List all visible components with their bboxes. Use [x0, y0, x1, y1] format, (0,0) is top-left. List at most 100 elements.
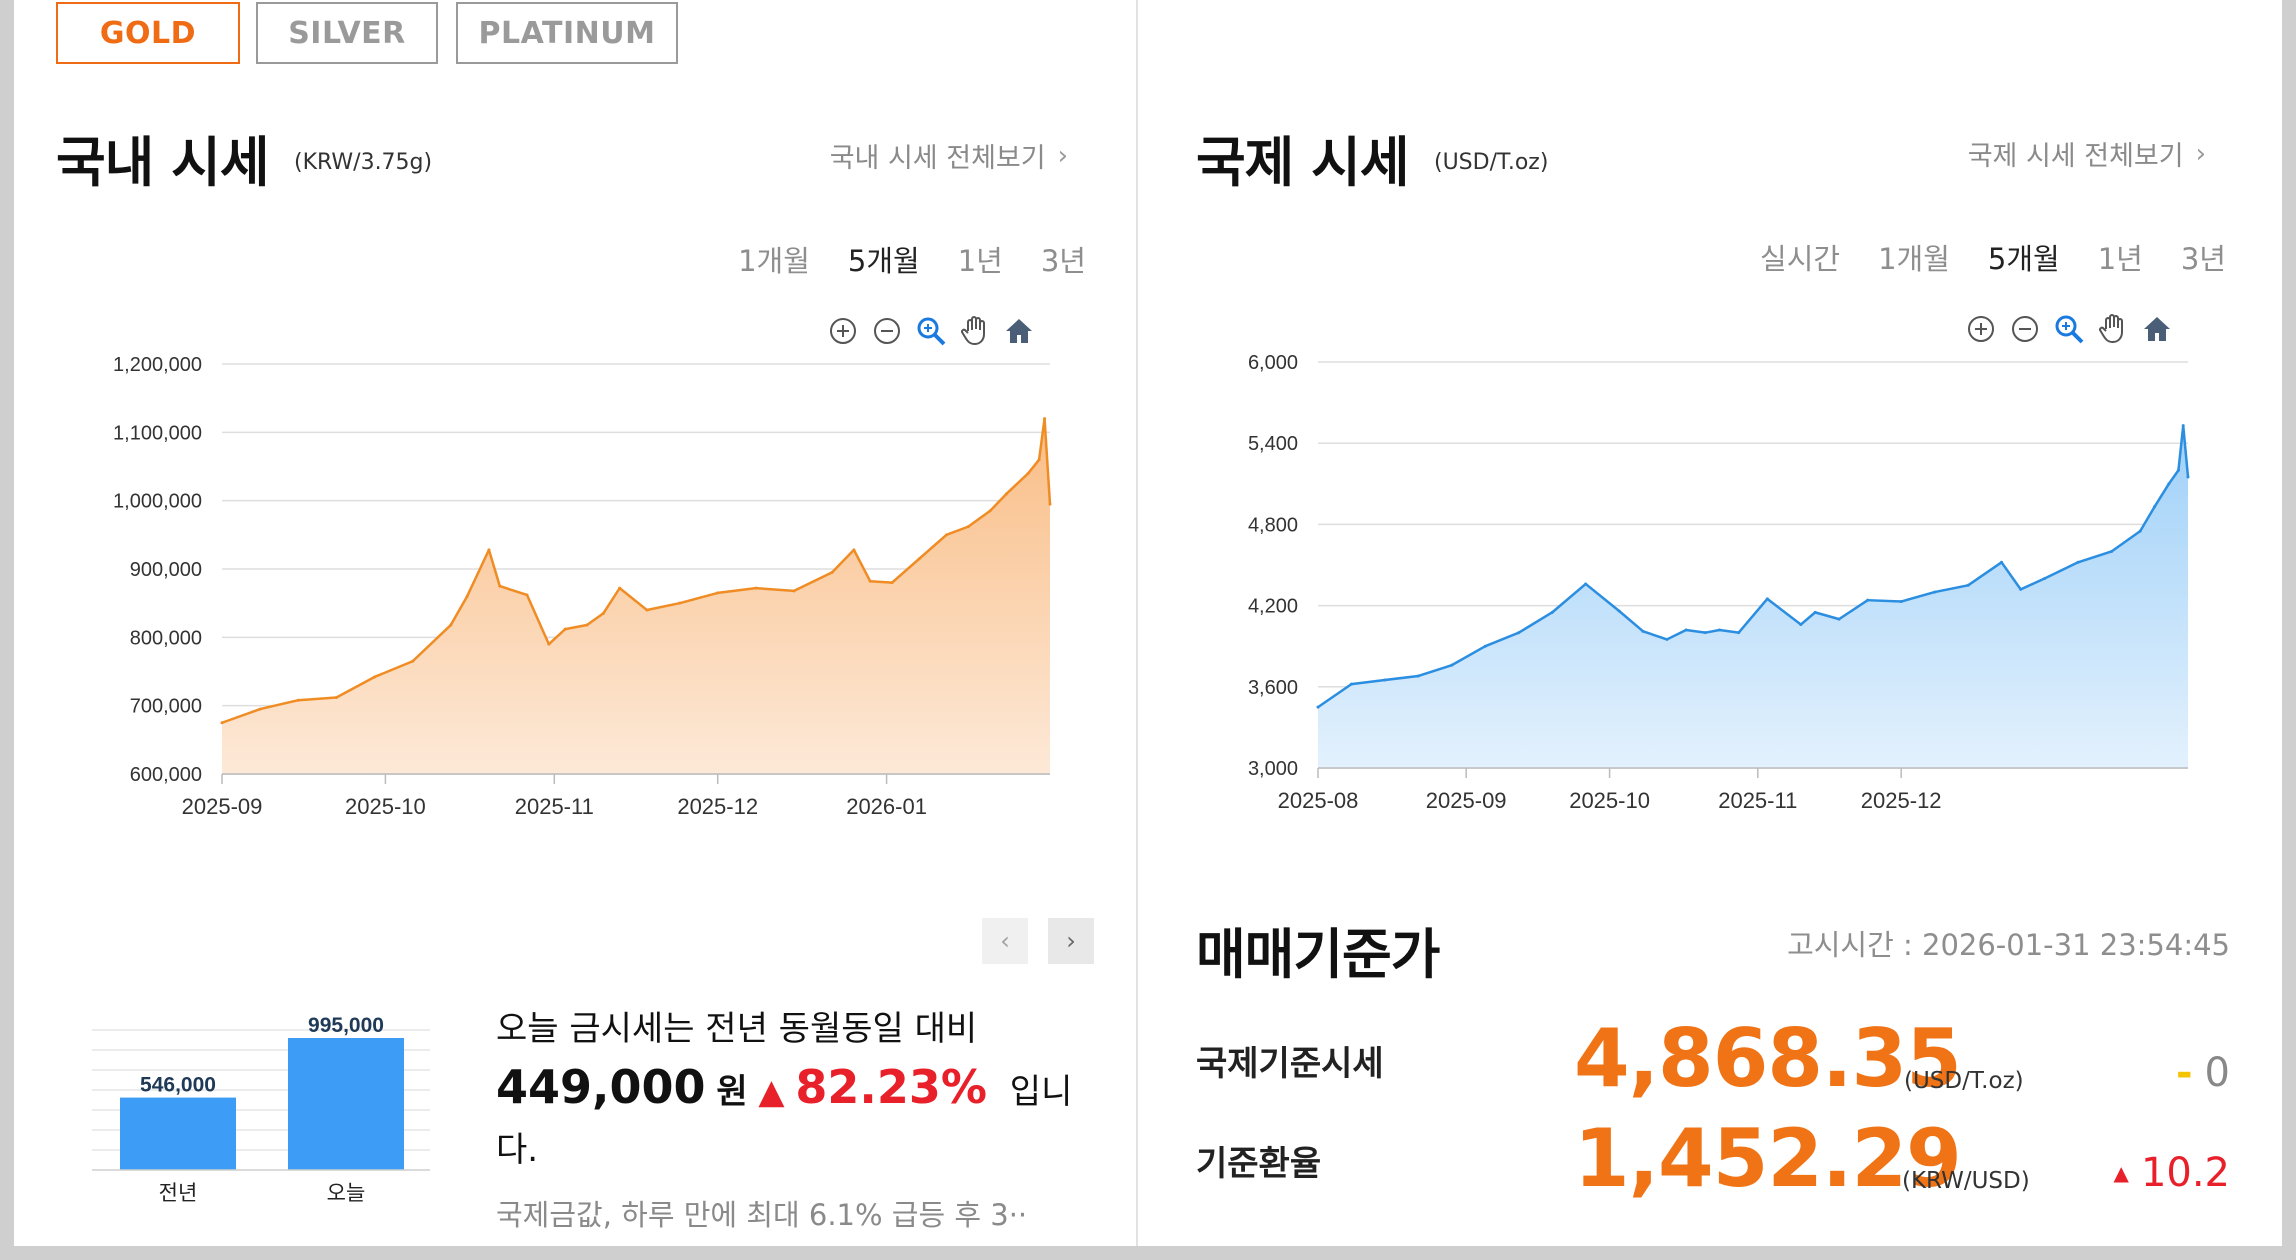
next-page-button[interactable]: ›: [1048, 918, 1094, 964]
chevron-left-icon: ‹: [1000, 927, 1010, 955]
x-tick-label: 2025-12: [1861, 788, 1942, 813]
summary-pager: ‹ ›: [982, 918, 1094, 964]
data-point: [1316, 705, 1320, 709]
international-title: 국제 시세: [1196, 131, 1410, 194]
base-price-title: 매매기준가: [1196, 923, 1440, 986]
data-point: [988, 509, 992, 513]
data-point: [1813, 610, 1817, 614]
international-view-all-label: 국제 시세 전체보기: [1967, 141, 2184, 172]
bar-category-label: 오늘: [327, 1182, 366, 1205]
international-period-3y[interactable]: 3년: [2180, 242, 2226, 276]
international-view-all-link[interactable]: 국제 시세 전체보기 ›: [1968, 134, 2206, 173]
data-point: [525, 593, 529, 597]
data-point: [890, 581, 894, 585]
data-point: [563, 627, 567, 631]
data-point: [487, 548, 491, 552]
data-point: [1718, 628, 1722, 632]
data-point: [2153, 505, 2157, 509]
summary-percent: 82.23%: [795, 1060, 987, 1114]
y-tick-label: 700,000: [130, 696, 202, 718]
data-point: [547, 642, 551, 646]
domestic-period-1m[interactable]: 1개월: [738, 244, 810, 278]
exchange-rate-value: 1,452.29: [1574, 1112, 1962, 1205]
up-arrow-icon: ▲: [758, 1072, 785, 1112]
international-period-1m[interactable]: 1개월: [1878, 242, 1950, 276]
domestic-period-1y[interactable]: 1년: [957, 244, 1003, 278]
prev-page-button[interactable]: ‹: [982, 918, 1028, 964]
data-point: [1584, 582, 1588, 586]
domestic-price-chart[interactable]: 600,000 700,000 800,000 900,000 1,000,000 1,1…: [74, 340, 1084, 840]
domestic-period-3y[interactable]: 3년: [1040, 244, 1086, 278]
x-tick-label: 2025-09: [1426, 788, 1507, 813]
data-point: [1383, 678, 1387, 682]
domestic-view-all-link[interactable]: 국내 시세 전체보기 ›: [830, 136, 1068, 175]
magnifier-icon[interactable]: [2052, 312, 2086, 346]
zoom-out-icon[interactable]: [2008, 312, 2042, 346]
data-point: [2186, 475, 2190, 479]
tab-gold[interactable]: GOLD: [56, 2, 240, 64]
up-arrow-icon: ▲: [2113, 1161, 2129, 1185]
y-tick-label: 3,000: [1248, 758, 1298, 780]
pan-hand-icon[interactable]: [958, 314, 992, 348]
y-tick-label: 1,200,000: [113, 354, 202, 376]
international-price-chart[interactable]: 3,000 3,600 4,200 4,800 5,400 6,000 2025-08 202…: [1214, 338, 2214, 838]
series-line: [221, 417, 1052, 724]
intl-base-price-label: 국제기준시세: [1196, 1044, 1384, 1084]
domestic-period-5m[interactable]: 5개월: [847, 244, 920, 278]
x-tick-label: 2026-01: [846, 794, 927, 819]
bar-value-label: 546,000: [140, 1074, 216, 1097]
y-tick-label: 3,600: [1248, 677, 1298, 699]
data-point: [411, 659, 415, 663]
home-icon[interactable]: [1002, 314, 1036, 348]
data-point: [1416, 674, 1420, 678]
domestic-title: 국내 시세: [56, 131, 270, 194]
data-point: [618, 586, 622, 590]
tab-silver[interactable]: SILVER: [256, 2, 438, 64]
year-compare-summary: 오늘 금시세는 전년 동월동일 대비 449,000 원 ▲ 82.23% 입니…: [496, 1000, 1076, 1179]
international-period-realtime[interactable]: 실시간: [1760, 242, 1841, 276]
data-point: [2019, 587, 2023, 591]
chevron-right-icon: ›: [1066, 927, 1076, 955]
intl-base-price-unit: (USD/T.oz): [1904, 1068, 2024, 1094]
data-point: [1617, 609, 1621, 613]
data-point: [678, 601, 682, 605]
year-compare-bar-chart: 546,000 전년 995,000 오늘: [92, 1014, 430, 1205]
pan-hand-icon[interactable]: [2096, 312, 2130, 346]
data-point: [449, 623, 453, 627]
data-point: [966, 525, 970, 529]
data-point: [1665, 637, 1669, 641]
x-tick-label: 2025-09: [182, 794, 263, 819]
summary-tail: 입니다.: [496, 1072, 1073, 1170]
data-point: [1684, 628, 1688, 632]
intl-base-price-change-value: 0: [2204, 1050, 2230, 1096]
domestic-chart-toolbar: [826, 314, 1036, 348]
y-tick-label: 1,100,000: [113, 422, 202, 444]
zoom-in-icon[interactable]: [826, 314, 860, 348]
tab-platinum[interactable]: PLATINUM: [456, 2, 678, 64]
data-point: [868, 579, 872, 583]
intl-base-price-change: - 0: [2176, 1050, 2230, 1096]
bar: [288, 1038, 404, 1170]
magnifier-icon[interactable]: [914, 314, 948, 348]
data-point: [645, 608, 649, 612]
x-tick-label: 2025-11: [515, 794, 594, 819]
news-headline-link[interactable]: 국제금값, 하루 만에 최대 6.1% 급등 후 3··: [496, 1198, 1028, 1232]
data-point: [716, 591, 720, 595]
data-point: [1703, 631, 1707, 635]
international-period-1y[interactable]: 1년: [2097, 242, 2143, 276]
international-period-5m[interactable]: 5개월: [1987, 242, 2060, 276]
data-point: [1517, 631, 1521, 635]
data-point: [1933, 590, 1937, 594]
summary-won: 원: [716, 1072, 748, 1112]
zoom-in-icon[interactable]: [1964, 312, 1998, 346]
data-point: [258, 707, 262, 711]
home-icon[interactable]: [2140, 312, 2174, 346]
panel-divider: [1136, 0, 1138, 1246]
data-point: [1866, 598, 1870, 602]
exchange-rate-unit: (KRW/USD): [1902, 1168, 2030, 1194]
data-point: [1043, 417, 1047, 421]
international-period-tabs: 실시간 1개월 5개월 1년 3년: [1760, 236, 2226, 278]
international-chart-toolbar: [1964, 312, 2174, 346]
data-point: [1799, 623, 1803, 627]
zoom-out-icon[interactable]: [870, 314, 904, 348]
